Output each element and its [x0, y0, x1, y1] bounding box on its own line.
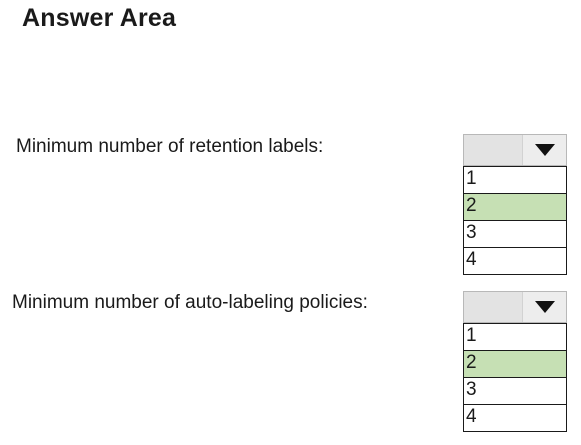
- auto-labeling-policies-dropdown[interactable]: [463, 291, 567, 323]
- retention-labels-dropdown[interactable]: [463, 134, 567, 166]
- option-3[interactable]: 3: [464, 378, 566, 405]
- retention-labels-options-list: 1 2 3 4: [463, 166, 567, 275]
- option-1[interactable]: 1: [464, 324, 566, 351]
- triangle-down-icon: [534, 144, 555, 156]
- option-4[interactable]: 4: [466, 249, 477, 270]
- dropdown-value-field[interactable]: [464, 292, 523, 322]
- dropdown-value-field[interactable]: [464, 135, 523, 165]
- retention-labels-question-label: Minimum number of retention labels:: [16, 136, 324, 157]
- dropdown-toggle-button[interactable]: [522, 135, 566, 165]
- option-1[interactable]: 1: [464, 167, 566, 194]
- auto-labeling-policies-question-label: Minimum number of auto-labeling policies…: [12, 292, 368, 313]
- auto-labeling-policies-options-list: 1 2 3 4: [463, 323, 567, 432]
- dropdown-toggle-button[interactable]: [522, 292, 566, 322]
- option-2-selected[interactable]: 2: [464, 194, 566, 221]
- option-2-selected[interactable]: 2: [464, 351, 566, 378]
- answer-area-title: Answer Area: [22, 4, 177, 32]
- option-3[interactable]: 3: [464, 221, 566, 248]
- triangle-down-icon: [534, 301, 555, 313]
- option-4[interactable]: 4: [466, 406, 477, 427]
